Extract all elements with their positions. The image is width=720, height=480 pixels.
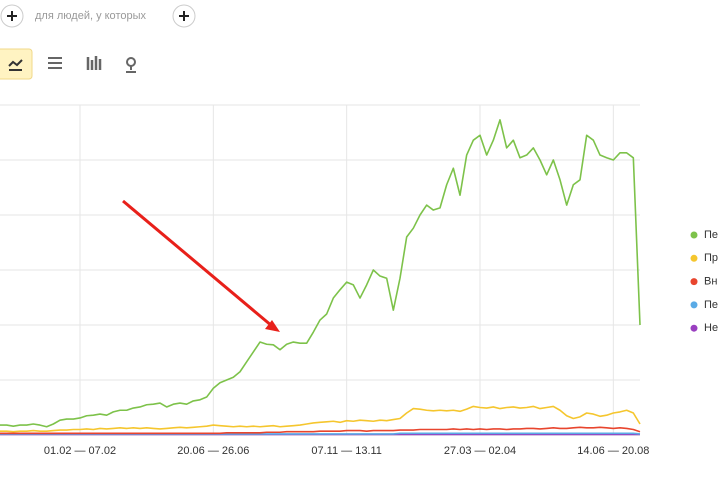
x-tick-label: 01.02 — 07.02	[44, 445, 116, 457]
legend-marker	[690, 278, 698, 286]
view-map-button[interactable]	[126, 57, 136, 73]
annotation-arrow	[122, 199, 280, 332]
legend-label: Пр	[704, 252, 718, 264]
add-button[interactable]	[0, 4, 24, 28]
x-tick-label: 07.11 — 13.11	[311, 445, 382, 457]
x-tick-label: 20.06 — 26.06	[177, 445, 249, 457]
legend-marker	[690, 254, 698, 262]
legend-label: Не	[704, 322, 718, 334]
view-area-button[interactable]	[48, 57, 62, 69]
legend-marker	[690, 301, 698, 309]
x-tick-label: 27.03 — 02.04	[444, 445, 516, 457]
series-line	[0, 119, 641, 428]
series-line	[0, 426, 641, 435]
legend-marker	[690, 324, 698, 332]
legend-label: Пе	[704, 229, 718, 241]
series-line	[0, 405, 641, 433]
toolbar: для людей, у которых	[0, 4, 196, 80]
legend-marker	[690, 231, 698, 239]
legend-label: Пе	[704, 299, 718, 311]
view-line-button[interactable]	[0, 48, 33, 80]
plot: 01.02 — 07.02 20.06 — 26.06 07.11 — 13.11 2…	[0, 104, 649, 457]
x-tick-label: 14.06 — 20.08	[577, 445, 649, 457]
view-bar-button[interactable]	[86, 56, 102, 70]
legend: Пе Пр Вн Пе Не	[690, 229, 718, 334]
hint-text: для людей, у которых	[35, 10, 146, 22]
add-button[interactable]	[172, 4, 196, 28]
legend-label: Вн	[704, 276, 717, 288]
